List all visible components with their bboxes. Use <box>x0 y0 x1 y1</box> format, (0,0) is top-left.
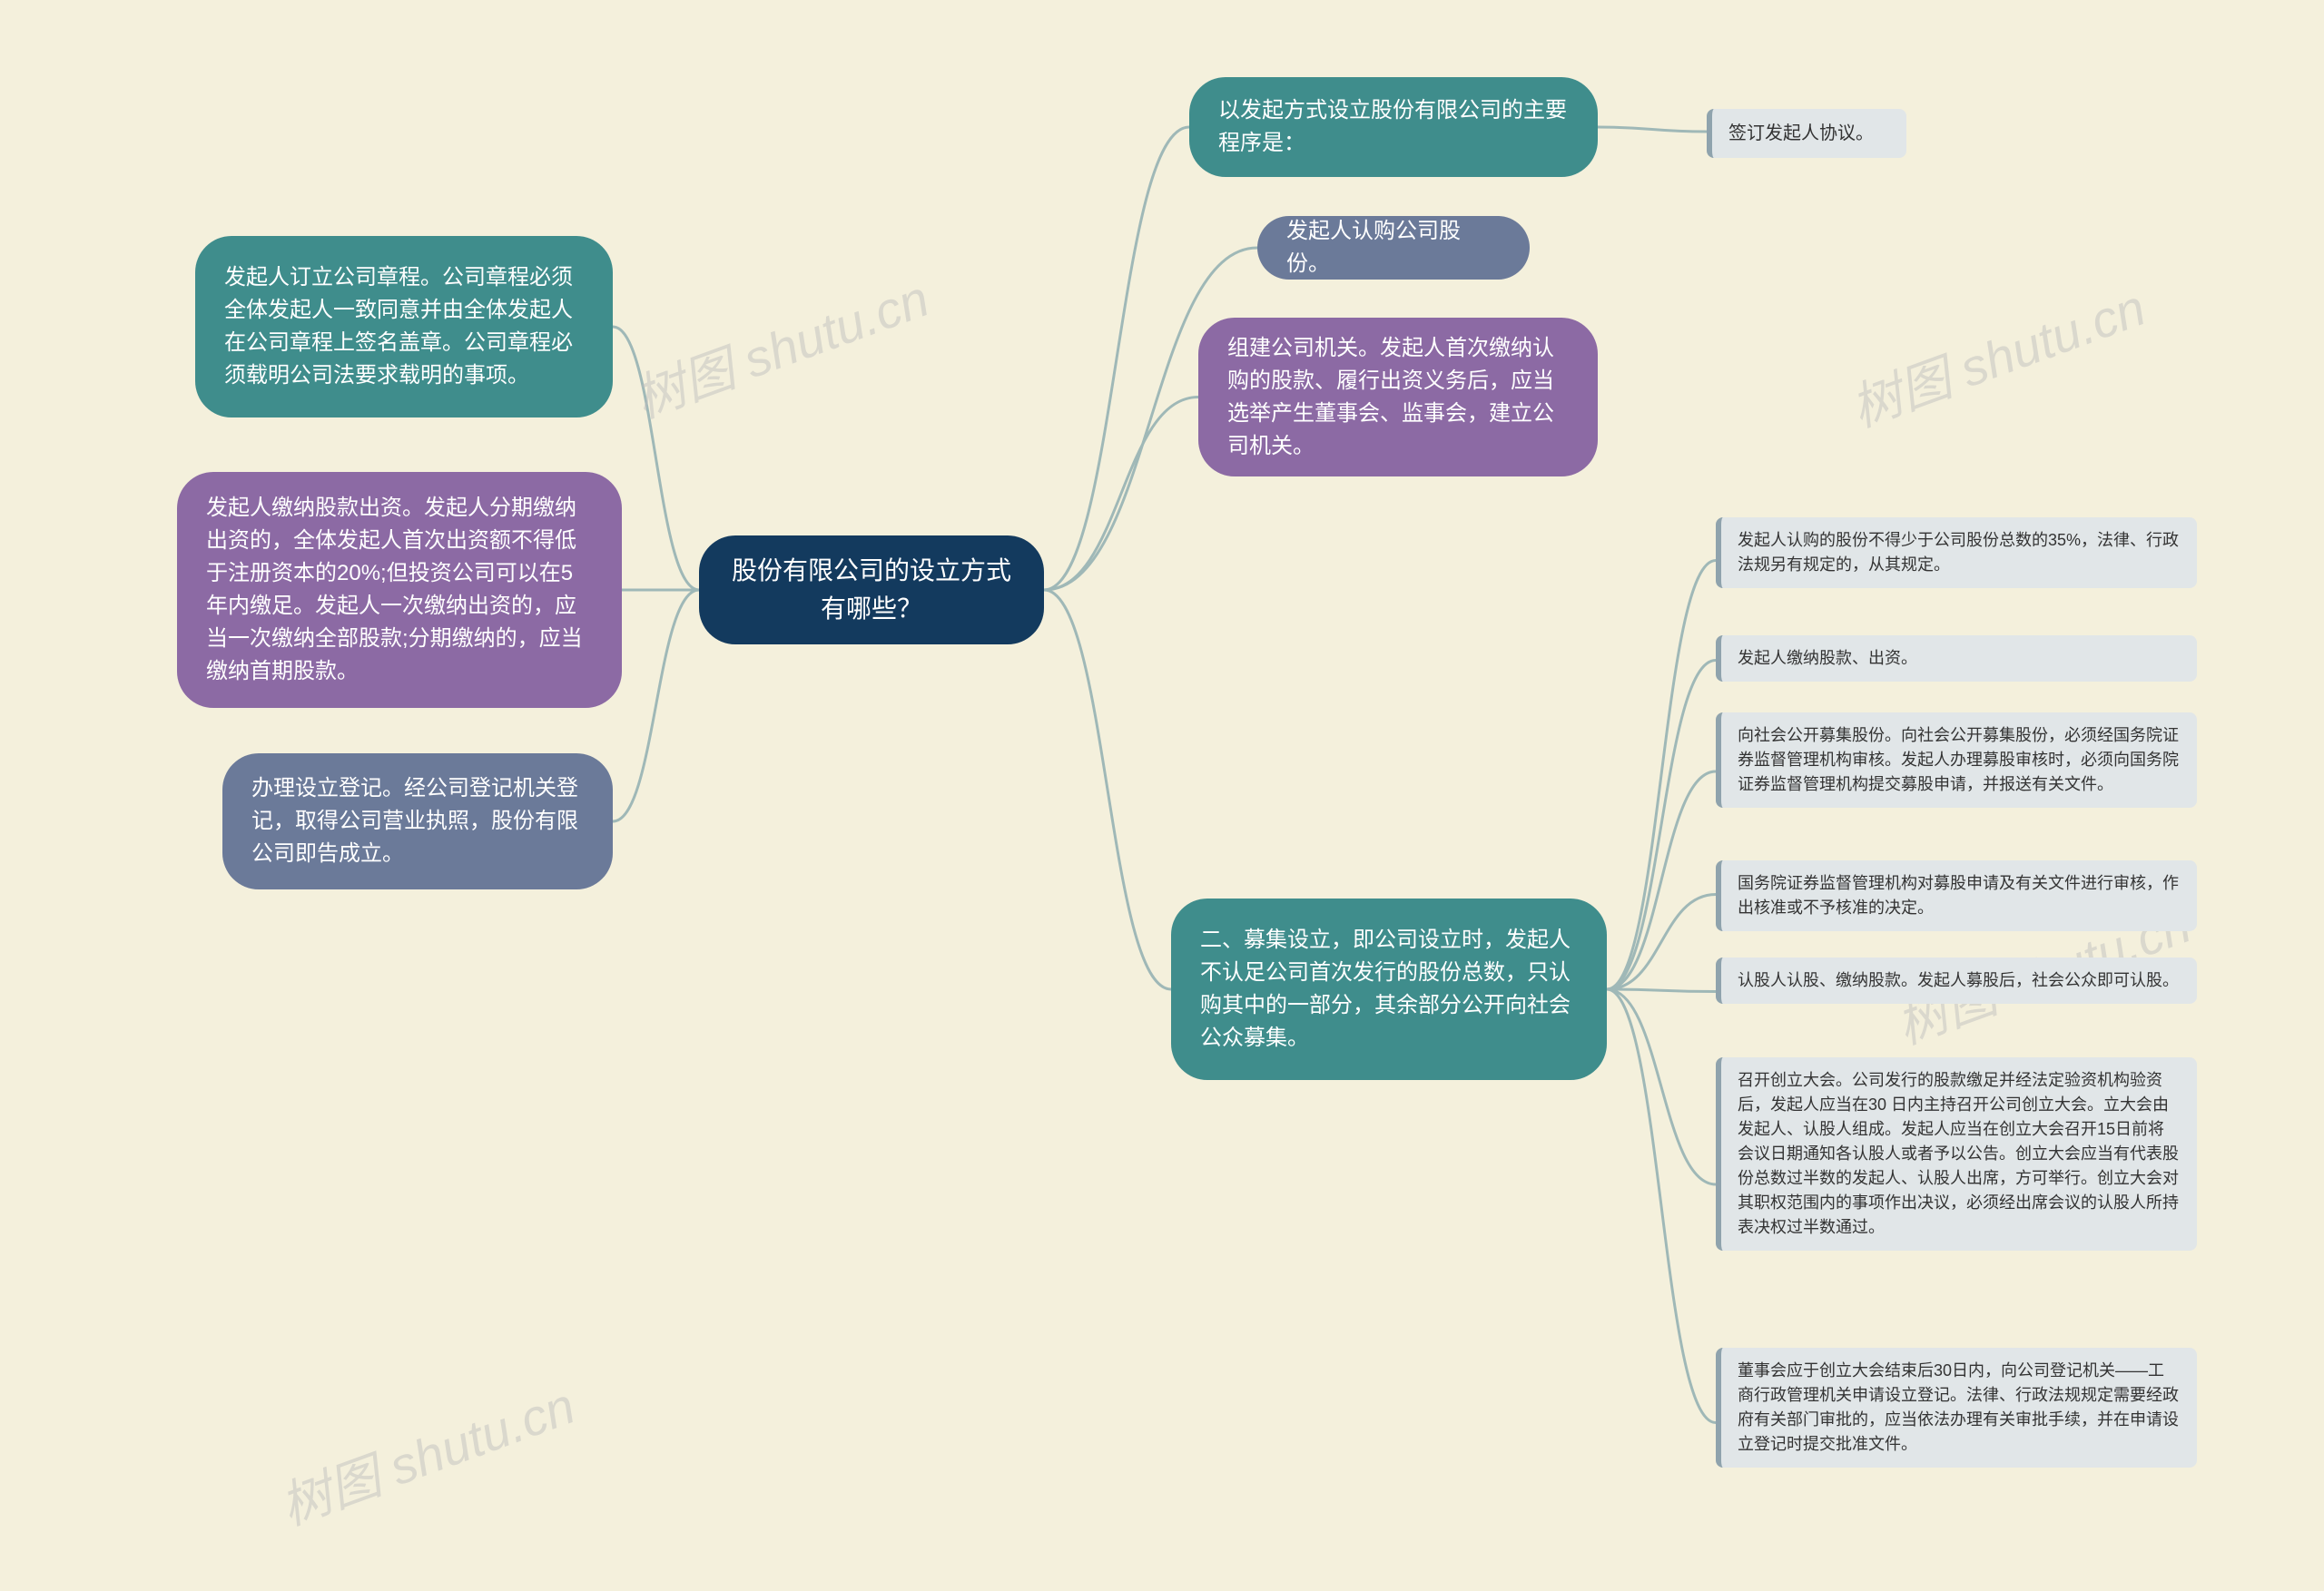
right-branch-1-leaf-text: 签订发起人协议。 <box>1728 123 1874 143</box>
right-branch-2-text: 发起人认购公司股份。 <box>1286 215 1501 280</box>
right-branch-4-leaf-2-text: 发起人缴纳股款、出资。 <box>1738 649 1917 667</box>
right-branch-4-text: 二、募集设立，即公司设立时，发起人不认足公司首次发行的股份总数，只认购其中的一部… <box>1200 924 1578 1055</box>
right-branch-1-text: 以发起方式设立股份有限公司的主要程序是： <box>1218 94 1569 160</box>
right-branch-4-leaf-7-text: 董事会应于创立大会结束后30日内，向公司登记机关——工商行政管理机关申请设立登记… <box>1738 1361 2179 1453</box>
left-branch-2: 发起人缴纳股款出资。发起人分期缴纳出资的，全体发起人首次出资额不得低于注册资本的… <box>177 472 622 708</box>
right-branch-4-leaf-2: 发起人缴纳股款、出资。 <box>1716 635 2197 682</box>
right-branch-4-leaf-3-text: 向社会公开募集股份。向社会公开募集股份，必须经国务院证券监督管理机构审核。发起人… <box>1738 726 2179 793</box>
right-branch-4-leaf-3: 向社会公开募集股份。向社会公开募集股份，必须经国务院证券监督管理机构审核。发起人… <box>1716 712 2197 808</box>
watermark: 树图 shutu.cn <box>269 1365 584 1539</box>
right-branch-4-leaf-4: 国务院证券监督管理机构对募股申请及有关文件进行审核，作出核准或不予核准的决定。 <box>1716 860 2197 931</box>
right-branch-1: 以发起方式设立股份有限公司的主要程序是： <box>1189 77 1598 177</box>
right-branch-4-leaf-7: 董事会应于创立大会结束后30日内，向公司登记机关——工商行政管理机关申请设立登记… <box>1716 1348 2197 1468</box>
center-node-text: 股份有限公司的设立方式有哪些？ <box>728 552 1015 628</box>
watermark: 树图 shutu.cn <box>1839 267 2154 441</box>
left-branch-2-text: 发起人缴纳股款出资。发起人分期缴纳出资的，全体发起人首次出资额不得低于注册资本的… <box>206 492 593 688</box>
right-branch-4: 二、募集设立，即公司设立时，发起人不认足公司首次发行的股份总数，只认购其中的一部… <box>1171 899 1607 1080</box>
right-branch-4-leaf-5-text: 认股人认股、缴纳股款。发起人募股后，社会公众即可认股。 <box>1738 971 2179 989</box>
left-branch-3-text: 办理设立登记。经公司登记机关登记，取得公司营业执照，股份有限公司即告成立。 <box>251 772 584 870</box>
center-node: 股份有限公司的设立方式有哪些？ <box>699 535 1044 644</box>
right-branch-4-leaf-1: 发起人认购的股份不得少于公司股份总数的35%，法律、行政法规另有规定的，从其规定… <box>1716 517 2197 588</box>
right-branch-1-leaf: 签订发起人协议。 <box>1707 109 1906 158</box>
right-branch-2: 发起人认购公司股份。 <box>1257 216 1530 280</box>
right-branch-3: 组建公司机关。发起人首次缴纳认购的股款、履行出资义务后，应当选举产生董事会、监事… <box>1198 318 1598 476</box>
watermark: 树图 shutu.cn <box>623 258 938 432</box>
right-branch-4-leaf-1-text: 发起人认购的股份不得少于公司股份总数的35%，法律、行政法规另有规定的，从其规定… <box>1738 531 2179 574</box>
left-branch-1: 发起人订立公司章程。公司章程必须全体发起人一致同意并由全体发起人在公司章程上签名… <box>195 236 613 417</box>
right-branch-4-leaf-6-text: 召开创立大会。公司发行的股款缴足并经法定验资机构验资后，发起人应当在30 日内主… <box>1738 1071 2179 1236</box>
left-branch-3: 办理设立登记。经公司登记机关登记，取得公司营业执照，股份有限公司即告成立。 <box>222 753 613 889</box>
right-branch-4-leaf-4-text: 国务院证券监督管理机构对募股申请及有关文件进行审核，作出核准或不予核准的决定。 <box>1738 874 2179 917</box>
left-branch-1-text: 发起人订立公司章程。公司章程必须全体发起人一致同意并由全体发起人在公司章程上签名… <box>224 261 584 392</box>
right-branch-3-text: 组建公司机关。发起人首次缴纳认购的股款、履行出资义务后，应当选举产生董事会、监事… <box>1227 332 1569 463</box>
right-branch-4-leaf-6: 召开创立大会。公司发行的股款缴足并经法定验资机构验资后，发起人应当在30 日内主… <box>1716 1057 2197 1251</box>
right-branch-4-leaf-5: 认股人认股、缴纳股款。发起人募股后，社会公众即可认股。 <box>1716 958 2197 1004</box>
